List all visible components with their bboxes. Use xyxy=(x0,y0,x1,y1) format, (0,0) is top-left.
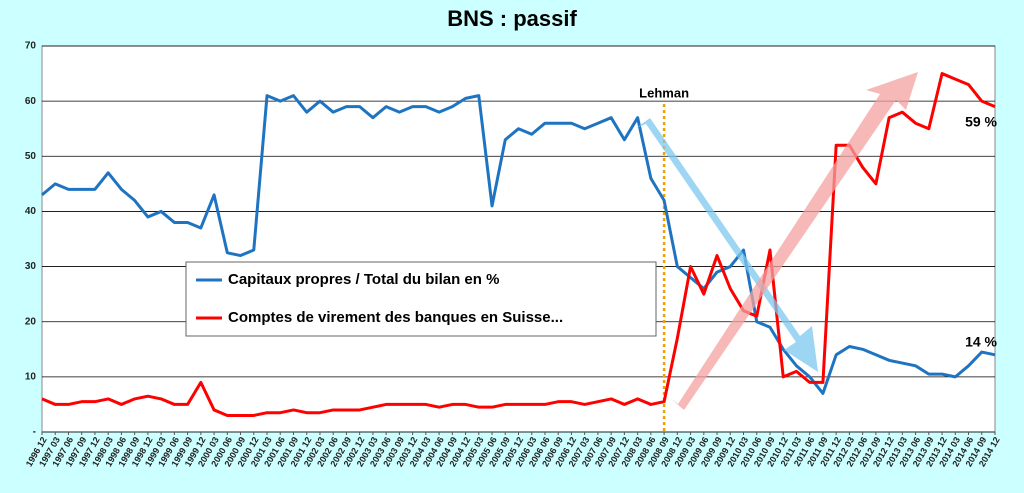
decline-arrow xyxy=(636,118,818,372)
series-line xyxy=(41,72,996,417)
legend-label: Comptes de virement des banques en Suiss… xyxy=(228,309,563,326)
y-tick-label: 70 xyxy=(25,41,37,52)
y-tick-label: 10 xyxy=(25,371,37,382)
y-tick-label: 50 xyxy=(25,151,37,162)
legend-box xyxy=(185,261,657,337)
y-tick-label: - xyxy=(33,427,36,438)
annotation: Lehman xyxy=(639,85,689,100)
rise-arrow xyxy=(670,72,918,410)
legend-label: Capitaux propres / Total du bilan en % xyxy=(228,271,499,288)
series-line xyxy=(41,94,996,395)
legend: Capitaux propres / Total du bilan en % Co… xyxy=(185,261,657,337)
y-tick-label: 30 xyxy=(25,261,37,272)
end-label: 14 % xyxy=(965,334,997,350)
plot-area xyxy=(41,45,996,433)
chart-title: BNS : passif xyxy=(447,6,577,31)
y-tick-label: 20 xyxy=(25,316,37,327)
y-tick-label: 60 xyxy=(25,96,37,107)
end-label: 59 % xyxy=(965,113,997,129)
y-tick-label: 40 xyxy=(25,206,37,217)
